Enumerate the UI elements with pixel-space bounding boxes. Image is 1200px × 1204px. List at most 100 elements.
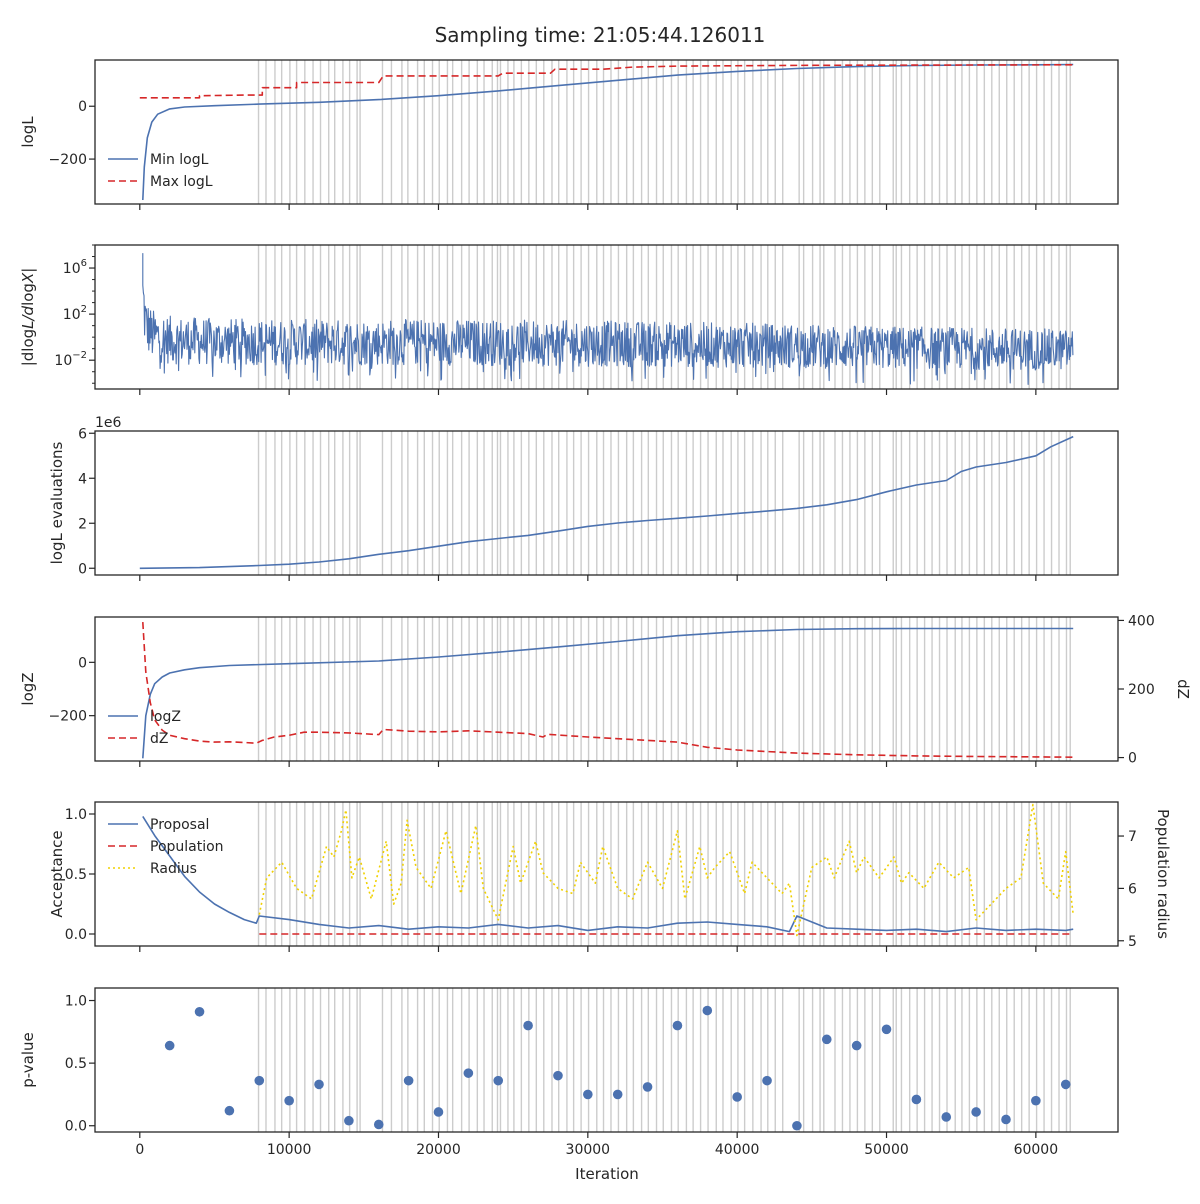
y-tick-label: −200 [49,709,87,725]
legend-label: Radius [150,861,197,877]
data-point [403,1075,414,1086]
legend-label: Population [150,839,224,855]
legend-label: Proposal [150,817,209,833]
data-point [344,1115,354,1126]
y-axis-label: Acceptance [48,830,66,917]
y-right-label: dZ [1174,679,1192,699]
y-axis-label: logL evaluations [48,441,66,564]
y-tick-label: 102 [63,304,87,323]
panel-logl: −200 0 logL Min logL Max logL [19,59,1119,210]
data-point [433,1107,444,1117]
data-point [672,1020,683,1031]
data-point [642,1082,653,1092]
data-point [224,1105,235,1116]
data-point [971,1107,981,1117]
y-tick-label: 10−2 [54,350,87,369]
data-point [1060,1079,1071,1090]
series-line-proposal [142,815,1074,933]
x-axis-label: Iteration [575,1165,639,1183]
series-line-main [139,435,1074,570]
legend-label: Max logL [150,174,213,190]
y-tick-label: 0.5 [65,867,87,883]
series-line-min-logl [142,63,1074,201]
legend-label: dZ [150,731,168,747]
plot-area-acceptance [142,802,1074,946]
y-tick-label: 6 [78,426,87,442]
x-tick-label: 40000 [715,1142,760,1158]
data-point [254,1075,265,1086]
data-point [1031,1095,1041,1106]
y-offset-label: 1e6 [95,415,122,431]
x-tick-label: 10000 [267,1142,312,1158]
x-tick-label: 30000 [566,1142,611,1158]
y-right-tick-label: 6 [1128,881,1137,897]
panels: −200 0 logL Min logL Max logL 10−2 102 106 |dlog… [19,59,1192,1158]
y-tick-label: 0.0 [65,1119,87,1135]
data-point [762,1075,772,1086]
x-tick-label: 60000 [1014,1142,1059,1158]
axes-frame [94,616,1119,762]
legend-label: Min logL [150,152,209,168]
y-tick-label: 2 [78,516,87,532]
y-axis-label: |dlogL/dlogX| [19,268,37,367]
y-tick-label: 1.0 [65,994,87,1010]
y-tick-label: 1.0 [65,807,87,823]
y-axis-label: p-value [19,1032,37,1088]
y-right-tick-label: 200 [1128,682,1155,698]
data-point [284,1095,294,1106]
data-point [941,1112,952,1122]
data-point [314,1079,324,1090]
data-point [732,1092,742,1102]
x-tick-label: 0 [135,1142,144,1158]
data-point [553,1070,563,1081]
plot-area-pvalue [164,988,1071,1132]
data-point [702,1005,713,1016]
legend-label: logZ [150,709,181,725]
figure-title: Sampling time: 21:05:44.126011 [435,23,766,47]
y-tick-label: 0.0 [65,927,87,943]
y-tick-label: 0 [78,561,87,577]
axes-frame [94,244,1119,390]
plot-area-logl [139,60,1074,204]
axes-frame [94,59,1119,205]
data-point [523,1020,533,1031]
data-point [194,1006,205,1017]
y-tick-label: −200 [49,152,87,168]
data-point [583,1089,593,1100]
series-line-noisy [142,253,1074,385]
panel-evals: 0 2 4 6 1e6 logL evaluations [48,415,1119,581]
panel-acceptance: 0.0 0.5 1.0 5 6 7 Population radius Acceptance P… [48,801,1172,952]
panel-dlogl: 10−2 102 106 |dlogL/dlogX| [19,244,1119,395]
x-tick-label: 50000 [864,1142,909,1158]
axes-frame [94,801,1119,947]
axes-frame [94,430,1119,576]
y-tick-label: 0 [78,655,87,671]
plot-area-evals [139,431,1074,575]
data-point [881,1024,892,1035]
y-right-tick-label: 0 [1128,751,1137,767]
series-line-dz [142,622,1074,758]
data-point [911,1094,922,1105]
axes-frame [94,987,1119,1133]
data-point [164,1040,175,1051]
panel-logz: −200 0 0 200 400 dZ logZ logZ dZ [19,613,1192,767]
y-tick-label: 0 [78,99,87,115]
y-tick-label: 4 [78,471,87,487]
data-point [463,1068,474,1078]
panel-pvalue: 0 10000 20000 30000 40000 50000 60000 0.0 0.5 1.0… [19,987,1119,1158]
data-point [851,1040,862,1051]
plot-area-dlogl [142,245,1074,389]
y-right-label: Population radius [1154,809,1172,939]
y-right-tick-label: 400 [1128,613,1155,629]
y-axis-label: logL [19,116,37,148]
plot-area-logz [142,617,1074,761]
data-point [1001,1114,1011,1125]
y-tick-label: 106 [63,258,87,277]
x-tick-label: 20000 [416,1142,461,1158]
y-axis-label: logZ [19,672,37,705]
y-tick-label: 0.5 [65,1056,87,1072]
series-line-max-logl [139,64,1074,99]
data-point [792,1120,802,1131]
